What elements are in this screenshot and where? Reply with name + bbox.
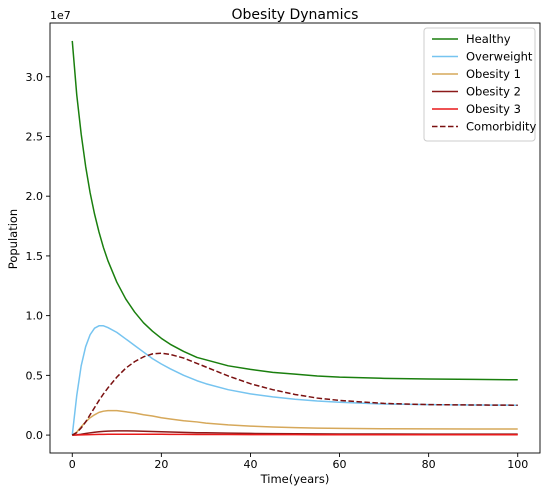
x-tick-label: 20	[154, 458, 168, 471]
y-tick-label: 2.0	[26, 190, 44, 203]
y-tick-label: 3.0	[26, 71, 44, 84]
y-tick-label: 0.0	[26, 429, 44, 442]
x-tick-label: 40	[243, 458, 257, 471]
y-tick-label: 2.5	[26, 130, 44, 143]
legend-label-overweight: Overweight	[466, 50, 533, 64]
chart-marks: 0 20 40 60 80 100 0.0 0.5 1.0 1.5 2.0 2.5 3.0 Healthy…	[26, 22, 541, 471]
series-line-obesity-3	[72, 433, 518, 436]
legend-label-obesity-1: Obesity 1	[466, 67, 521, 81]
x-axis-label: Time(years)	[260, 472, 330, 486]
series-line-overweight	[71, 325, 518, 436]
chart-title: Obesity Dynamics	[232, 7, 359, 23]
plot-frame	[49, 22, 541, 454]
series-group	[71, 40, 518, 436]
x-tick-label: 100	[507, 458, 528, 471]
series-line-obesity-2	[72, 430, 518, 436]
x-tick-label: 0	[69, 458, 76, 471]
legend-label-comorbidity: Comorbidity	[466, 120, 537, 134]
legend: Healthy Overweight Obesity 1 Obesity 2 Obesi…	[423, 27, 537, 142]
legend-label-obesity-2: Obesity 2	[466, 85, 521, 99]
series-line-obesity-1	[71, 409, 518, 436]
series-line-healthy	[71, 40, 518, 381]
y-axis-label: Population	[6, 209, 20, 269]
y-tick-label: 1.5	[26, 250, 44, 263]
series-line-comorbidity	[71, 352, 518, 436]
x-tick-label: 60	[333, 458, 347, 471]
y-axis-scale-label: 1e7	[50, 9, 71, 22]
legend-label-healthy: Healthy	[466, 32, 511, 46]
y-tick-label: 1.0	[26, 310, 44, 323]
x-tick-label: 80	[422, 458, 436, 471]
legend-label-obesity-3: Obesity 3	[466, 102, 521, 116]
y-tick-label: 0.5	[26, 369, 44, 382]
